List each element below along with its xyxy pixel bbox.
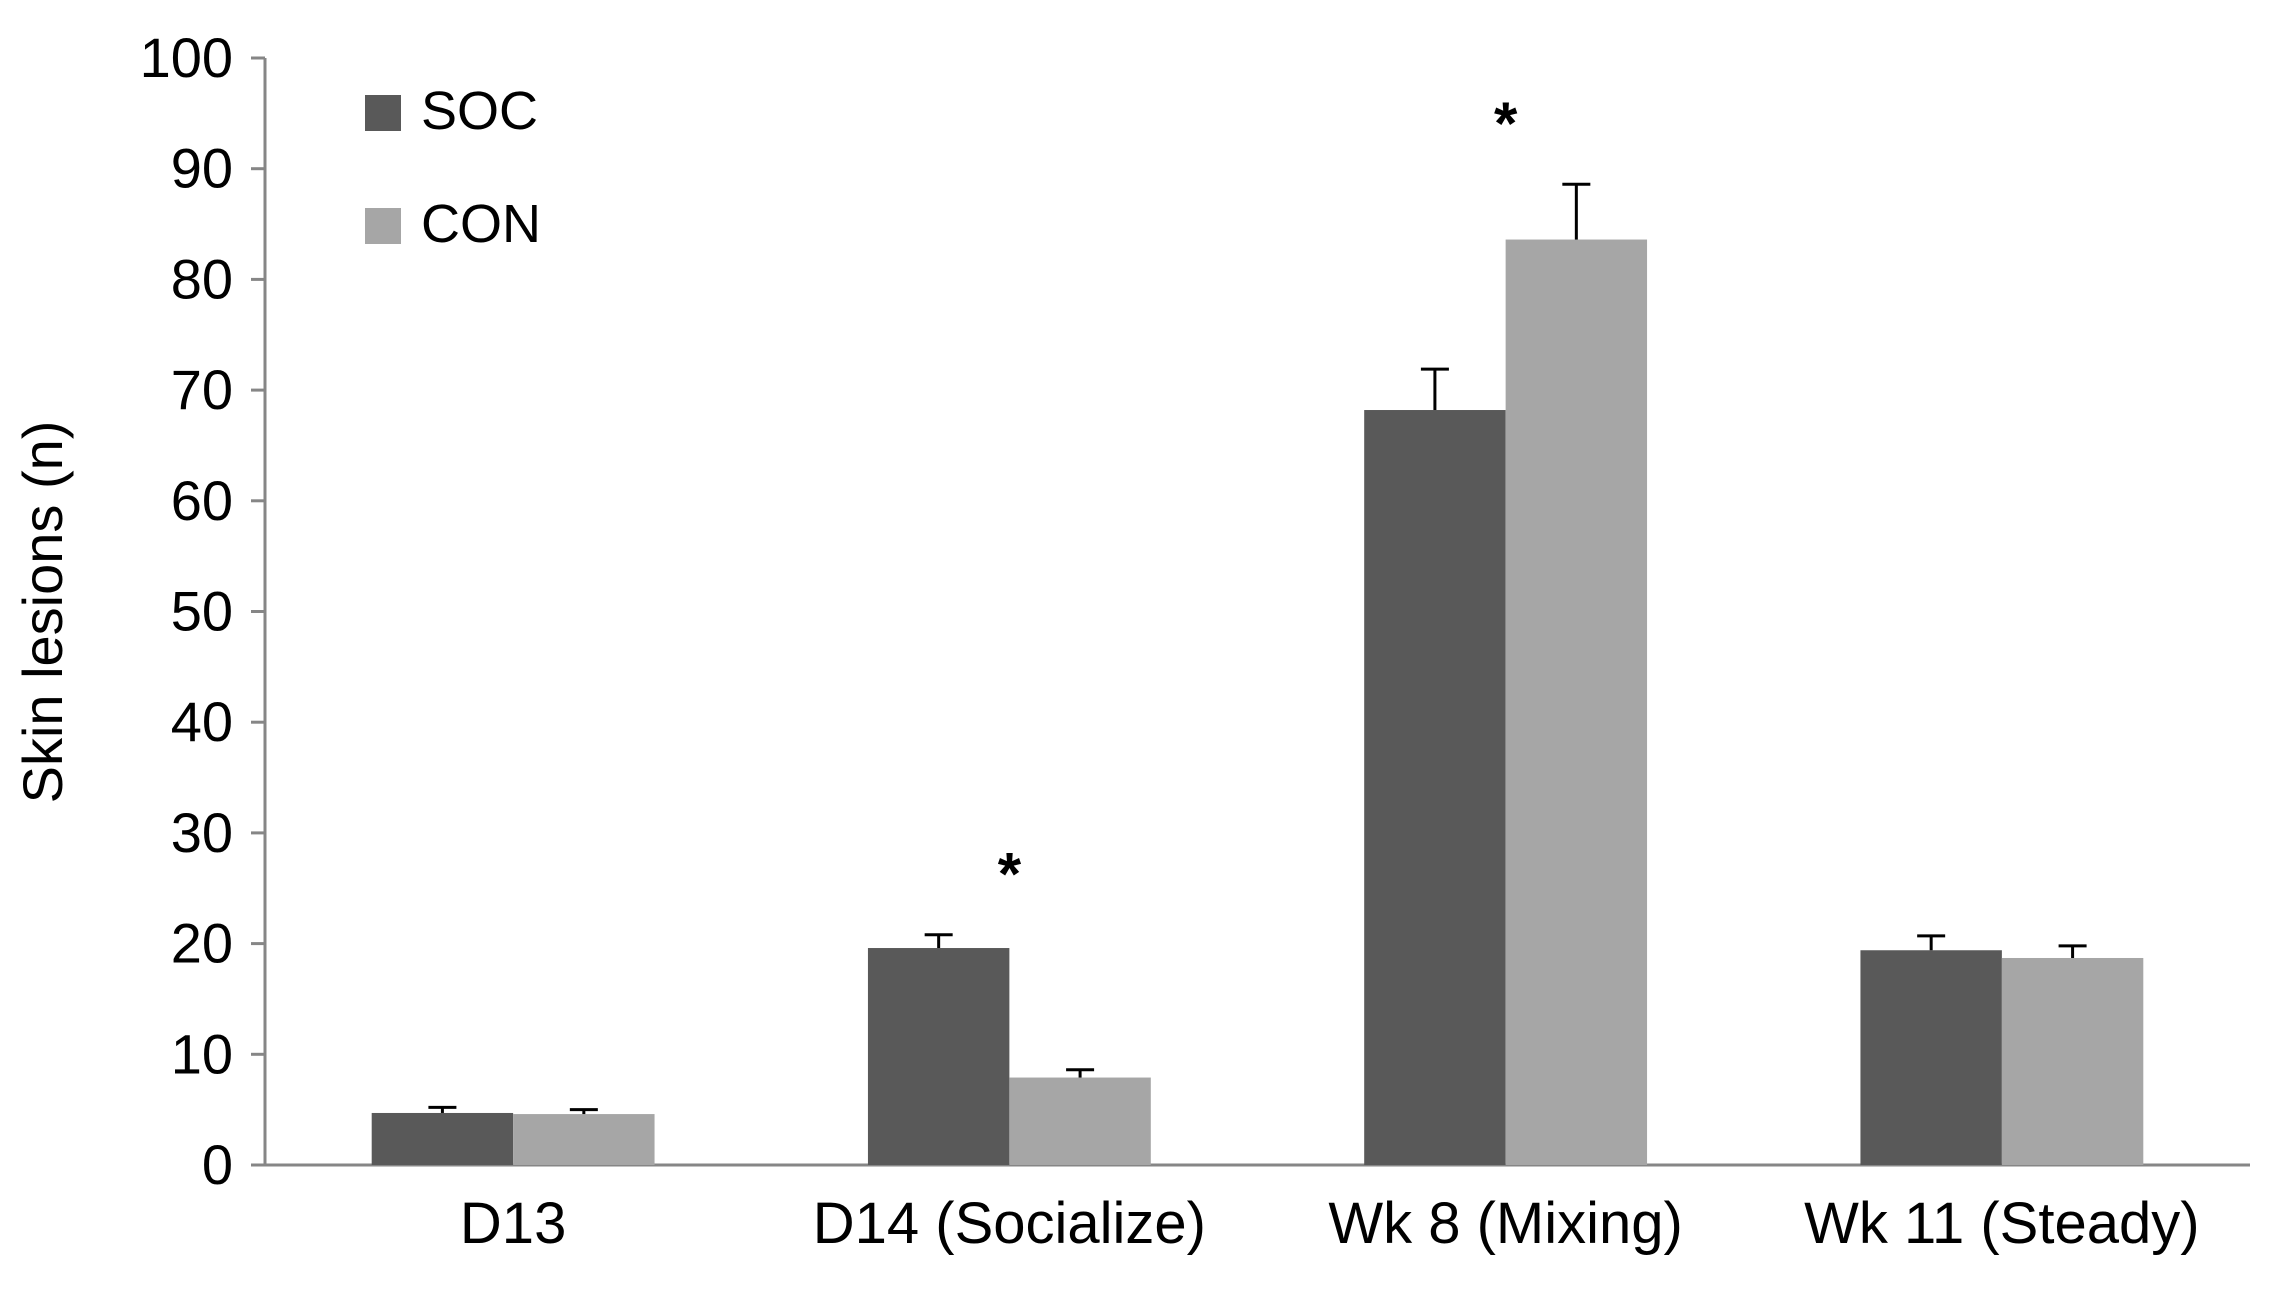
x-tick-label: D14 (Socialize) xyxy=(813,1191,1206,1256)
bar-soc xyxy=(1860,950,2002,1165)
y-tick-label: 60 xyxy=(171,469,233,532)
y-tick-label: 20 xyxy=(171,912,233,975)
bar-soc xyxy=(371,1112,514,1165)
bar-con xyxy=(1009,1077,1151,1165)
y-tick-label: 70 xyxy=(171,358,233,421)
x-tick-label: Wk 11 (Steady) xyxy=(1804,1191,2199,1256)
significance-marker: * xyxy=(1494,90,1518,157)
bar-con xyxy=(513,1114,655,1165)
error-bars xyxy=(428,182,2087,1115)
annotations: ** xyxy=(998,90,1518,908)
y-tick-label: 80 xyxy=(171,247,233,310)
x-tick-label: Wk 8 (Mixing) xyxy=(1328,1191,1682,1256)
legend-swatch-con xyxy=(365,208,401,244)
y-tick-label: 50 xyxy=(171,580,233,643)
y-tick-label: 10 xyxy=(171,1022,233,1085)
bars xyxy=(371,239,2144,1166)
bar-soc xyxy=(867,948,1010,1165)
y-axis: 0 10 20 30 40 50 60 70 80 90 100 xyxy=(140,26,267,1196)
x-tick-label: D13 xyxy=(460,1191,566,1256)
bar-soc xyxy=(1364,410,1506,1165)
bar-con xyxy=(1505,239,1648,1166)
x-axis: D13 D14 (Socialize) Wk 8 (Mixing) Wk 11 (St… xyxy=(265,1163,2250,1256)
legend: SOC CON xyxy=(365,81,541,254)
y-tick-label: 30 xyxy=(171,801,233,864)
y-tick-label: 90 xyxy=(171,137,233,200)
y-tick-label: 100 xyxy=(140,26,233,89)
legend-label-con: CON xyxy=(421,194,541,254)
bar-con xyxy=(2001,957,2144,1165)
legend-swatch-soc xyxy=(365,95,401,131)
y-tick-label: 40 xyxy=(171,690,233,753)
legend-label-soc: SOC xyxy=(421,81,538,141)
y-axis-title: Skin lesions (n) xyxy=(11,421,74,804)
y-tick-label: 0 xyxy=(202,1133,233,1196)
significance-marker: * xyxy=(998,841,1022,908)
